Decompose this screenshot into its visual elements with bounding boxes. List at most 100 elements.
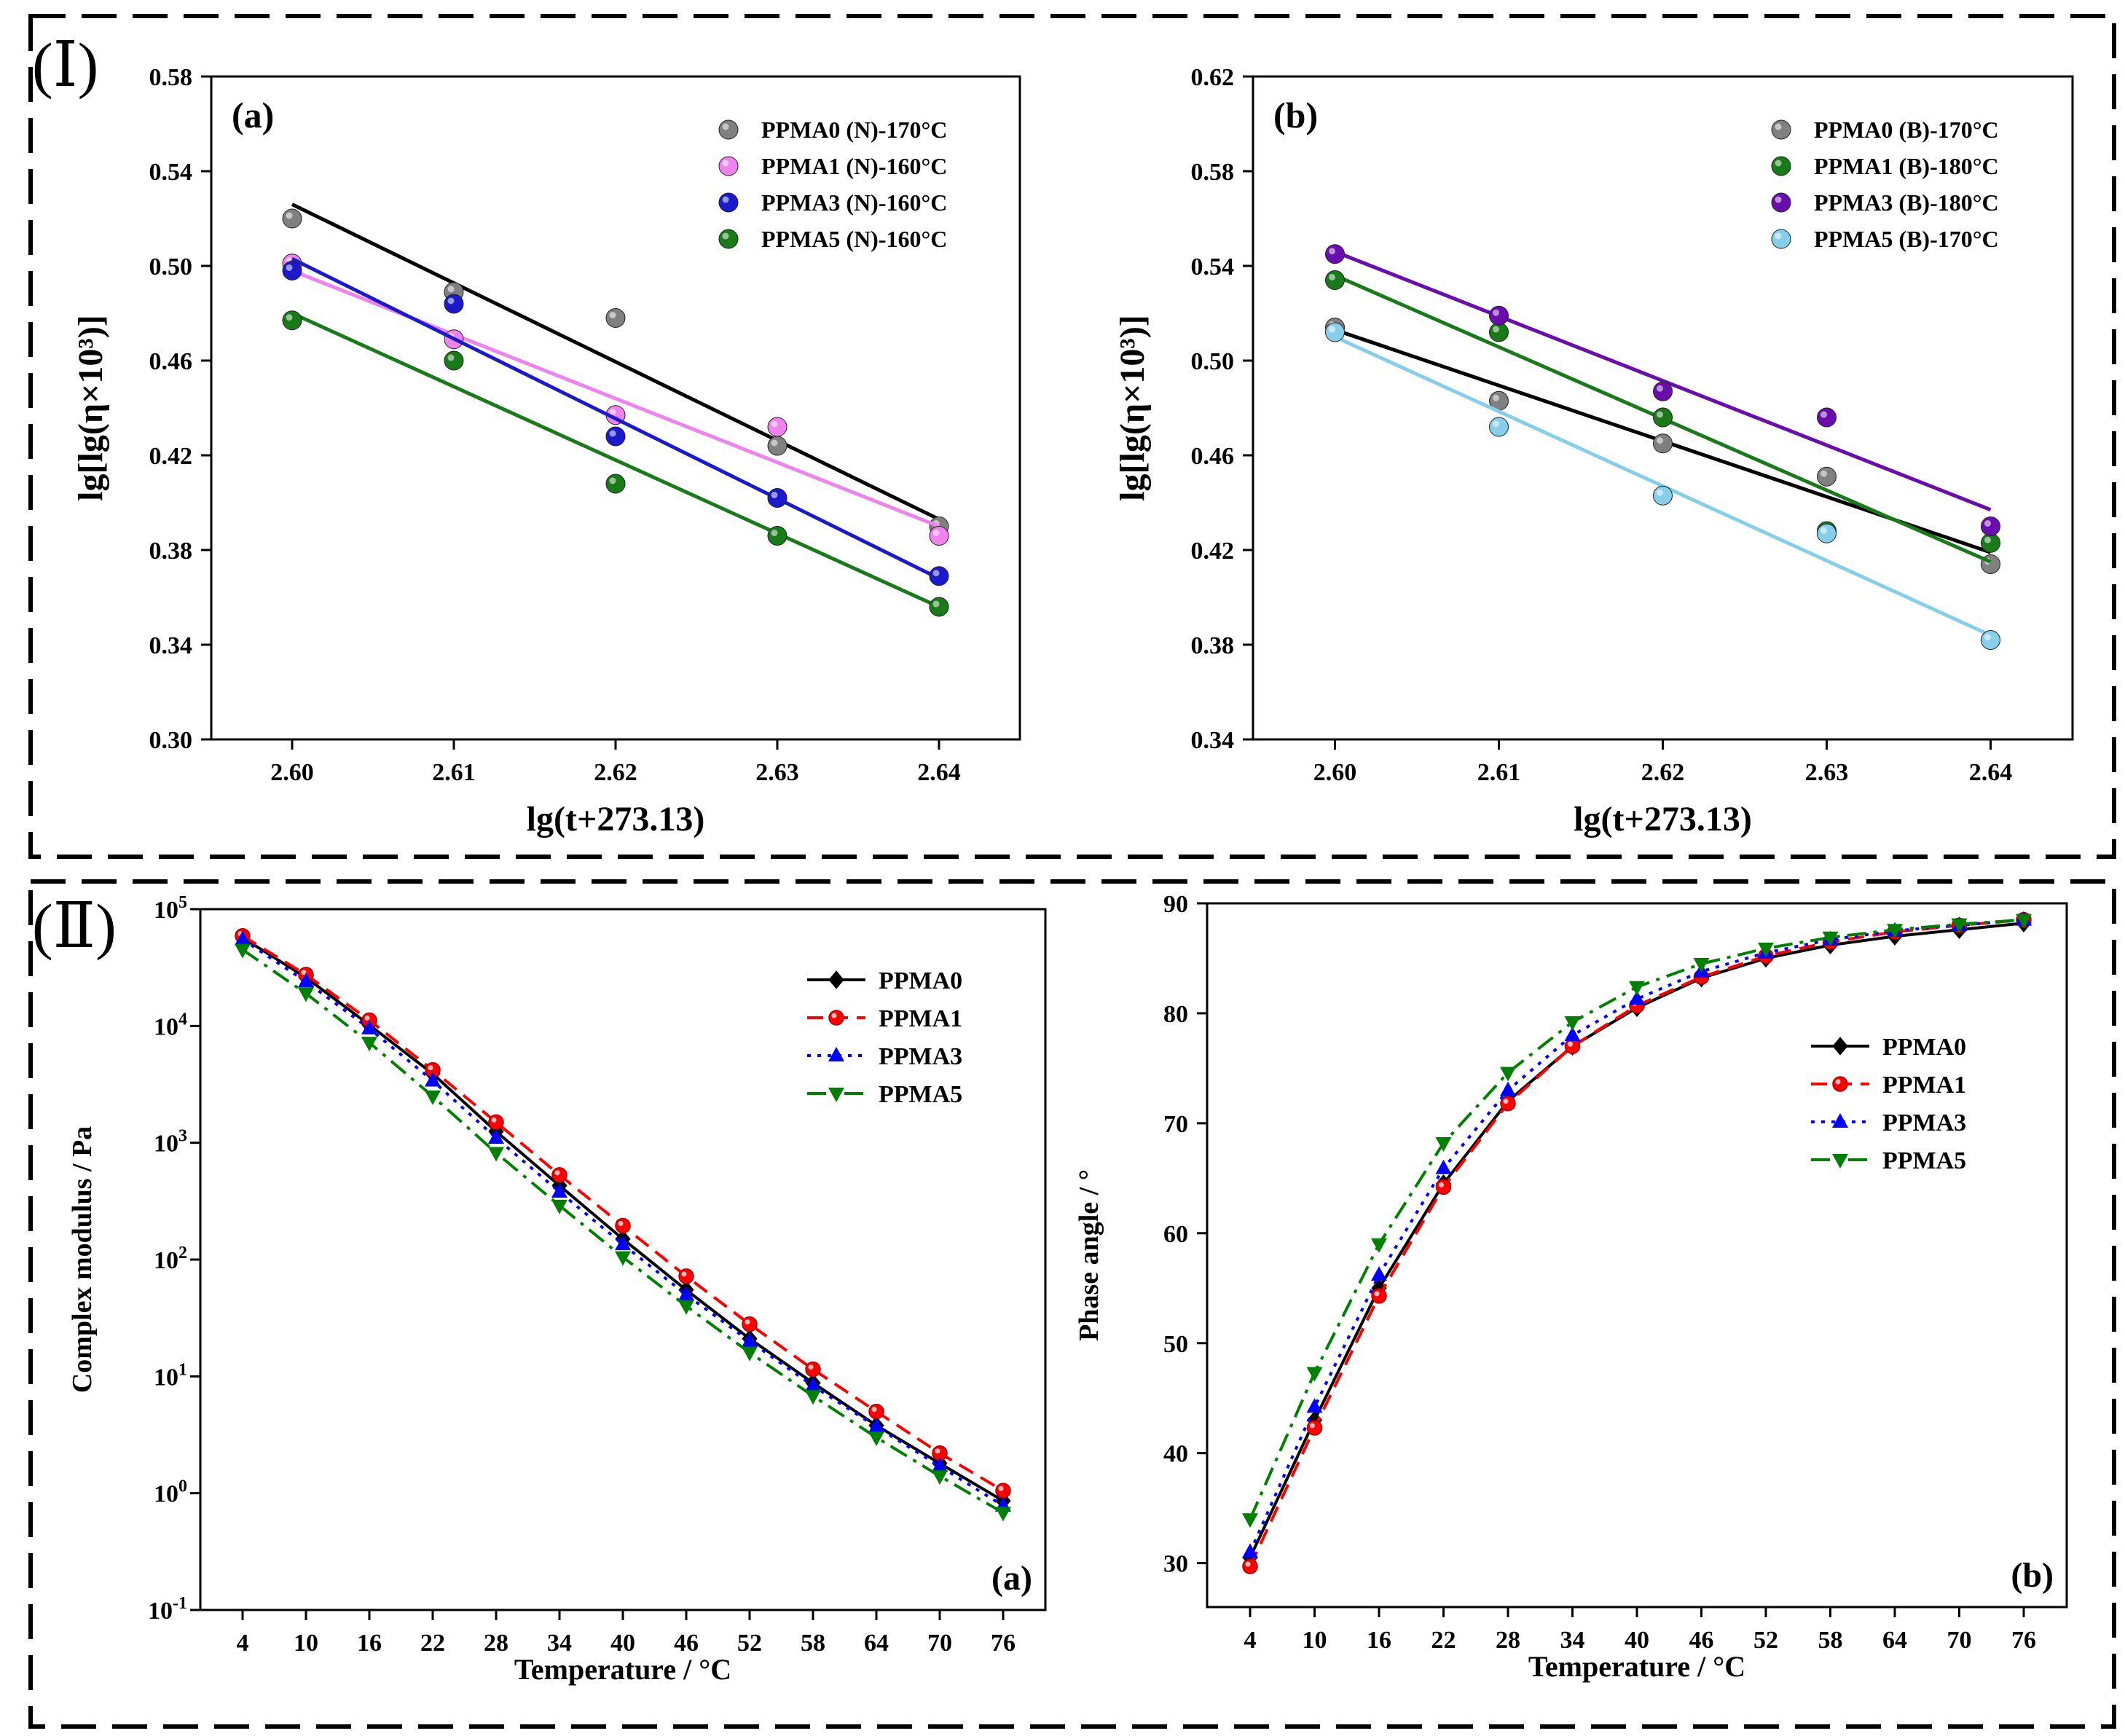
y-tick-label: 0.54	[149, 159, 193, 186]
data-point	[1653, 433, 1673, 454]
y-tick-exponent: 4	[178, 1010, 187, 1029]
data-point	[1629, 981, 1645, 996]
data-point-shine	[1245, 1561, 1251, 1567]
legend-label: PPMA0	[879, 967, 962, 994]
y-axis-title: Phase angle / °	[1074, 1169, 1104, 1341]
y-tick-label: 90	[1163, 891, 1188, 918]
chart-panel-IIb: 4 10 16 22 28 34 40 46 52 58 64 70 76 30 40 50 60 70 80 90 T…	[1074, 891, 2068, 1683]
data-point	[767, 488, 787, 508]
section-label-1: (Ⅰ)	[32, 30, 98, 100]
data-point	[282, 310, 302, 331]
legend-label: PPMA0 (B)-170°C	[1814, 117, 1999, 143]
x-tick-label: 28	[484, 1630, 508, 1657]
y-tick-label: 103	[154, 1127, 187, 1158]
data-point	[551, 1183, 567, 1198]
legend-label: PPMA5	[879, 1081, 962, 1108]
y-tick-label: 0.62	[1191, 64, 1235, 91]
data-point-shine	[932, 530, 940, 536]
x-tick-label: 70	[927, 1630, 952, 1657]
y-tick-label: 0.50	[149, 254, 193, 280]
data-point-shine	[1439, 1182, 1444, 1187]
y-axis-title: lg[lg(η×10³)]	[71, 315, 110, 501]
y-tick-exponent: 0	[178, 1477, 187, 1496]
x-tick-label: 40	[610, 1630, 635, 1657]
data-point-shine	[932, 600, 940, 608]
data-point-shine	[554, 1170, 560, 1176]
data-point	[742, 1332, 758, 1348]
data-point-shine	[609, 477, 616, 484]
x-tick-label: 2.62	[1641, 759, 1685, 786]
x-tick-label: 76	[2011, 1627, 2036, 1654]
legend-label: PPMA5 (N)-160°C	[761, 226, 947, 252]
x-tick-label: 2.61	[432, 759, 476, 786]
data-point	[1653, 485, 1673, 506]
data-point-shine	[1984, 634, 1991, 640]
legend-marker	[1771, 119, 1791, 140]
data-point	[1817, 407, 1837, 428]
data-point-shine	[447, 297, 455, 305]
data-point	[1653, 407, 1673, 428]
data-point	[1306, 1367, 1323, 1382]
data-point-shine	[771, 439, 778, 447]
legend-marker	[828, 1010, 844, 1026]
data-point	[425, 1072, 441, 1087]
data-point	[1817, 523, 1837, 543]
data-point	[298, 987, 314, 1002]
x-tick-label: 2.61	[1477, 759, 1521, 786]
data-point	[1500, 1081, 1516, 1096]
legend-label: PPMA1	[879, 1005, 962, 1032]
data-point	[425, 1090, 441, 1105]
data-point-shine	[447, 286, 455, 293]
legend-label: PPMA0 (N)-170°C	[761, 117, 947, 143]
x-tick-label: 2.60	[270, 759, 314, 786]
data-point-shine	[1820, 411, 1827, 418]
data-point	[488, 1114, 504, 1131]
x-tick-label: 4	[1244, 1627, 1257, 1654]
legend-marker-shine	[722, 196, 729, 203]
data-point	[767, 436, 787, 456]
data-point-shine	[1493, 394, 1499, 401]
panel-label: (b)	[2011, 1556, 2054, 1595]
data-point	[1242, 1543, 1258, 1558]
y-tick-label: 0.42	[1191, 538, 1235, 565]
data-point-shine	[1568, 1041, 1573, 1047]
x-tick-label: 28	[1496, 1627, 1520, 1654]
data-point	[868, 1431, 884, 1447]
data-point	[767, 526, 787, 546]
data-point	[1435, 1179, 1452, 1195]
data-point-shine	[286, 212, 293, 219]
panel-label: (a)	[232, 95, 274, 135]
data-point	[1489, 305, 1509, 326]
legend-marker	[1832, 1154, 1848, 1169]
data-point	[742, 1346, 758, 1362]
legend-marker	[1771, 192, 1791, 213]
data-point	[282, 208, 302, 229]
data-point	[678, 1286, 694, 1301]
data-point	[1489, 322, 1509, 342]
data-point	[488, 1129, 504, 1144]
legend-label: PPMA3	[879, 1043, 962, 1070]
x-tick-label: 2.64	[917, 759, 961, 786]
legend-marker	[828, 1047, 844, 1061]
data-point	[551, 1199, 567, 1214]
x-tick-label: 46	[1689, 1627, 1714, 1654]
data-point	[1653, 381, 1673, 401]
data-point	[1371, 1288, 1387, 1304]
data-point	[235, 943, 251, 959]
x-axis-title: Temperature / °C	[1528, 1650, 1745, 1683]
x-tick-label: 10	[1303, 1627, 1327, 1654]
section-frame-2	[28, 879, 2116, 1729]
x-tick-label: 40	[1625, 1627, 1649, 1654]
data-point-shine	[1329, 326, 1335, 333]
data-point-shine	[935, 1448, 940, 1454]
x-tick-label: 2.62	[594, 759, 637, 786]
data-point-shine	[491, 1117, 497, 1123]
data-point	[1242, 1513, 1258, 1528]
data-point	[932, 1457, 948, 1472]
data-point	[805, 1377, 821, 1392]
data-point	[868, 1418, 884, 1433]
x-tick-label: 76	[991, 1630, 1016, 1657]
fit-line	[291, 203, 940, 521]
legend-marker	[1771, 229, 1791, 249]
data-point	[929, 526, 949, 546]
